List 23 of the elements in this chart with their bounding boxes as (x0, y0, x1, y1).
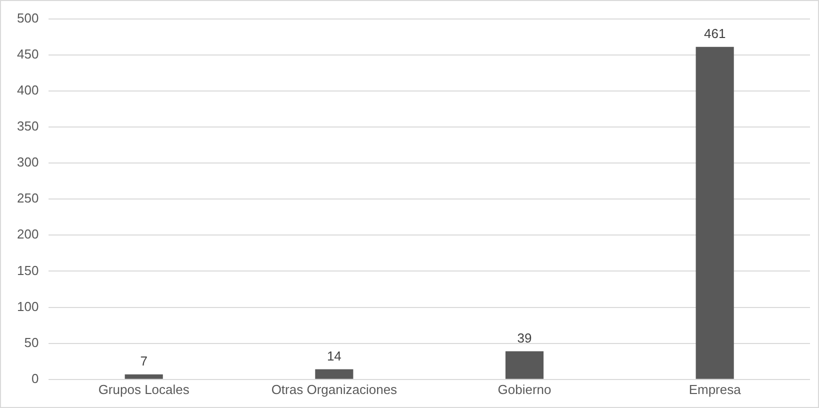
data-label: 461 (704, 26, 726, 42)
y-tick-label: 300 (16, 154, 39, 170)
y-tick-label: 100 (16, 298, 39, 314)
x-tick-label: Otras Organizaciones (271, 382, 398, 397)
data-label: 14 (326, 348, 342, 364)
y-tick-label: 250 (16, 190, 39, 206)
y-tick-label: 450 (16, 46, 39, 62)
y-tick-label: 200 (16, 226, 39, 242)
y-tick-label: 400 (16, 82, 39, 98)
y-tick-label: 0 (31, 370, 39, 386)
y-tick-label: 50 (24, 334, 39, 350)
x-tick-label: Empresa (688, 382, 742, 397)
y-tick-label: 150 (16, 262, 39, 278)
data-label: 39 (517, 330, 532, 346)
bar (696, 46, 734, 379)
x-tick-label: Grupos Locales (98, 382, 190, 397)
data-label: 7 (140, 353, 148, 368)
y-tick-label: 350 (16, 118, 39, 134)
x-tick-label: Gobierno (498, 382, 552, 397)
bar (315, 369, 354, 379)
bar (124, 374, 163, 379)
y-tick-label: 500 (16, 10, 39, 26)
bar (505, 351, 544, 379)
